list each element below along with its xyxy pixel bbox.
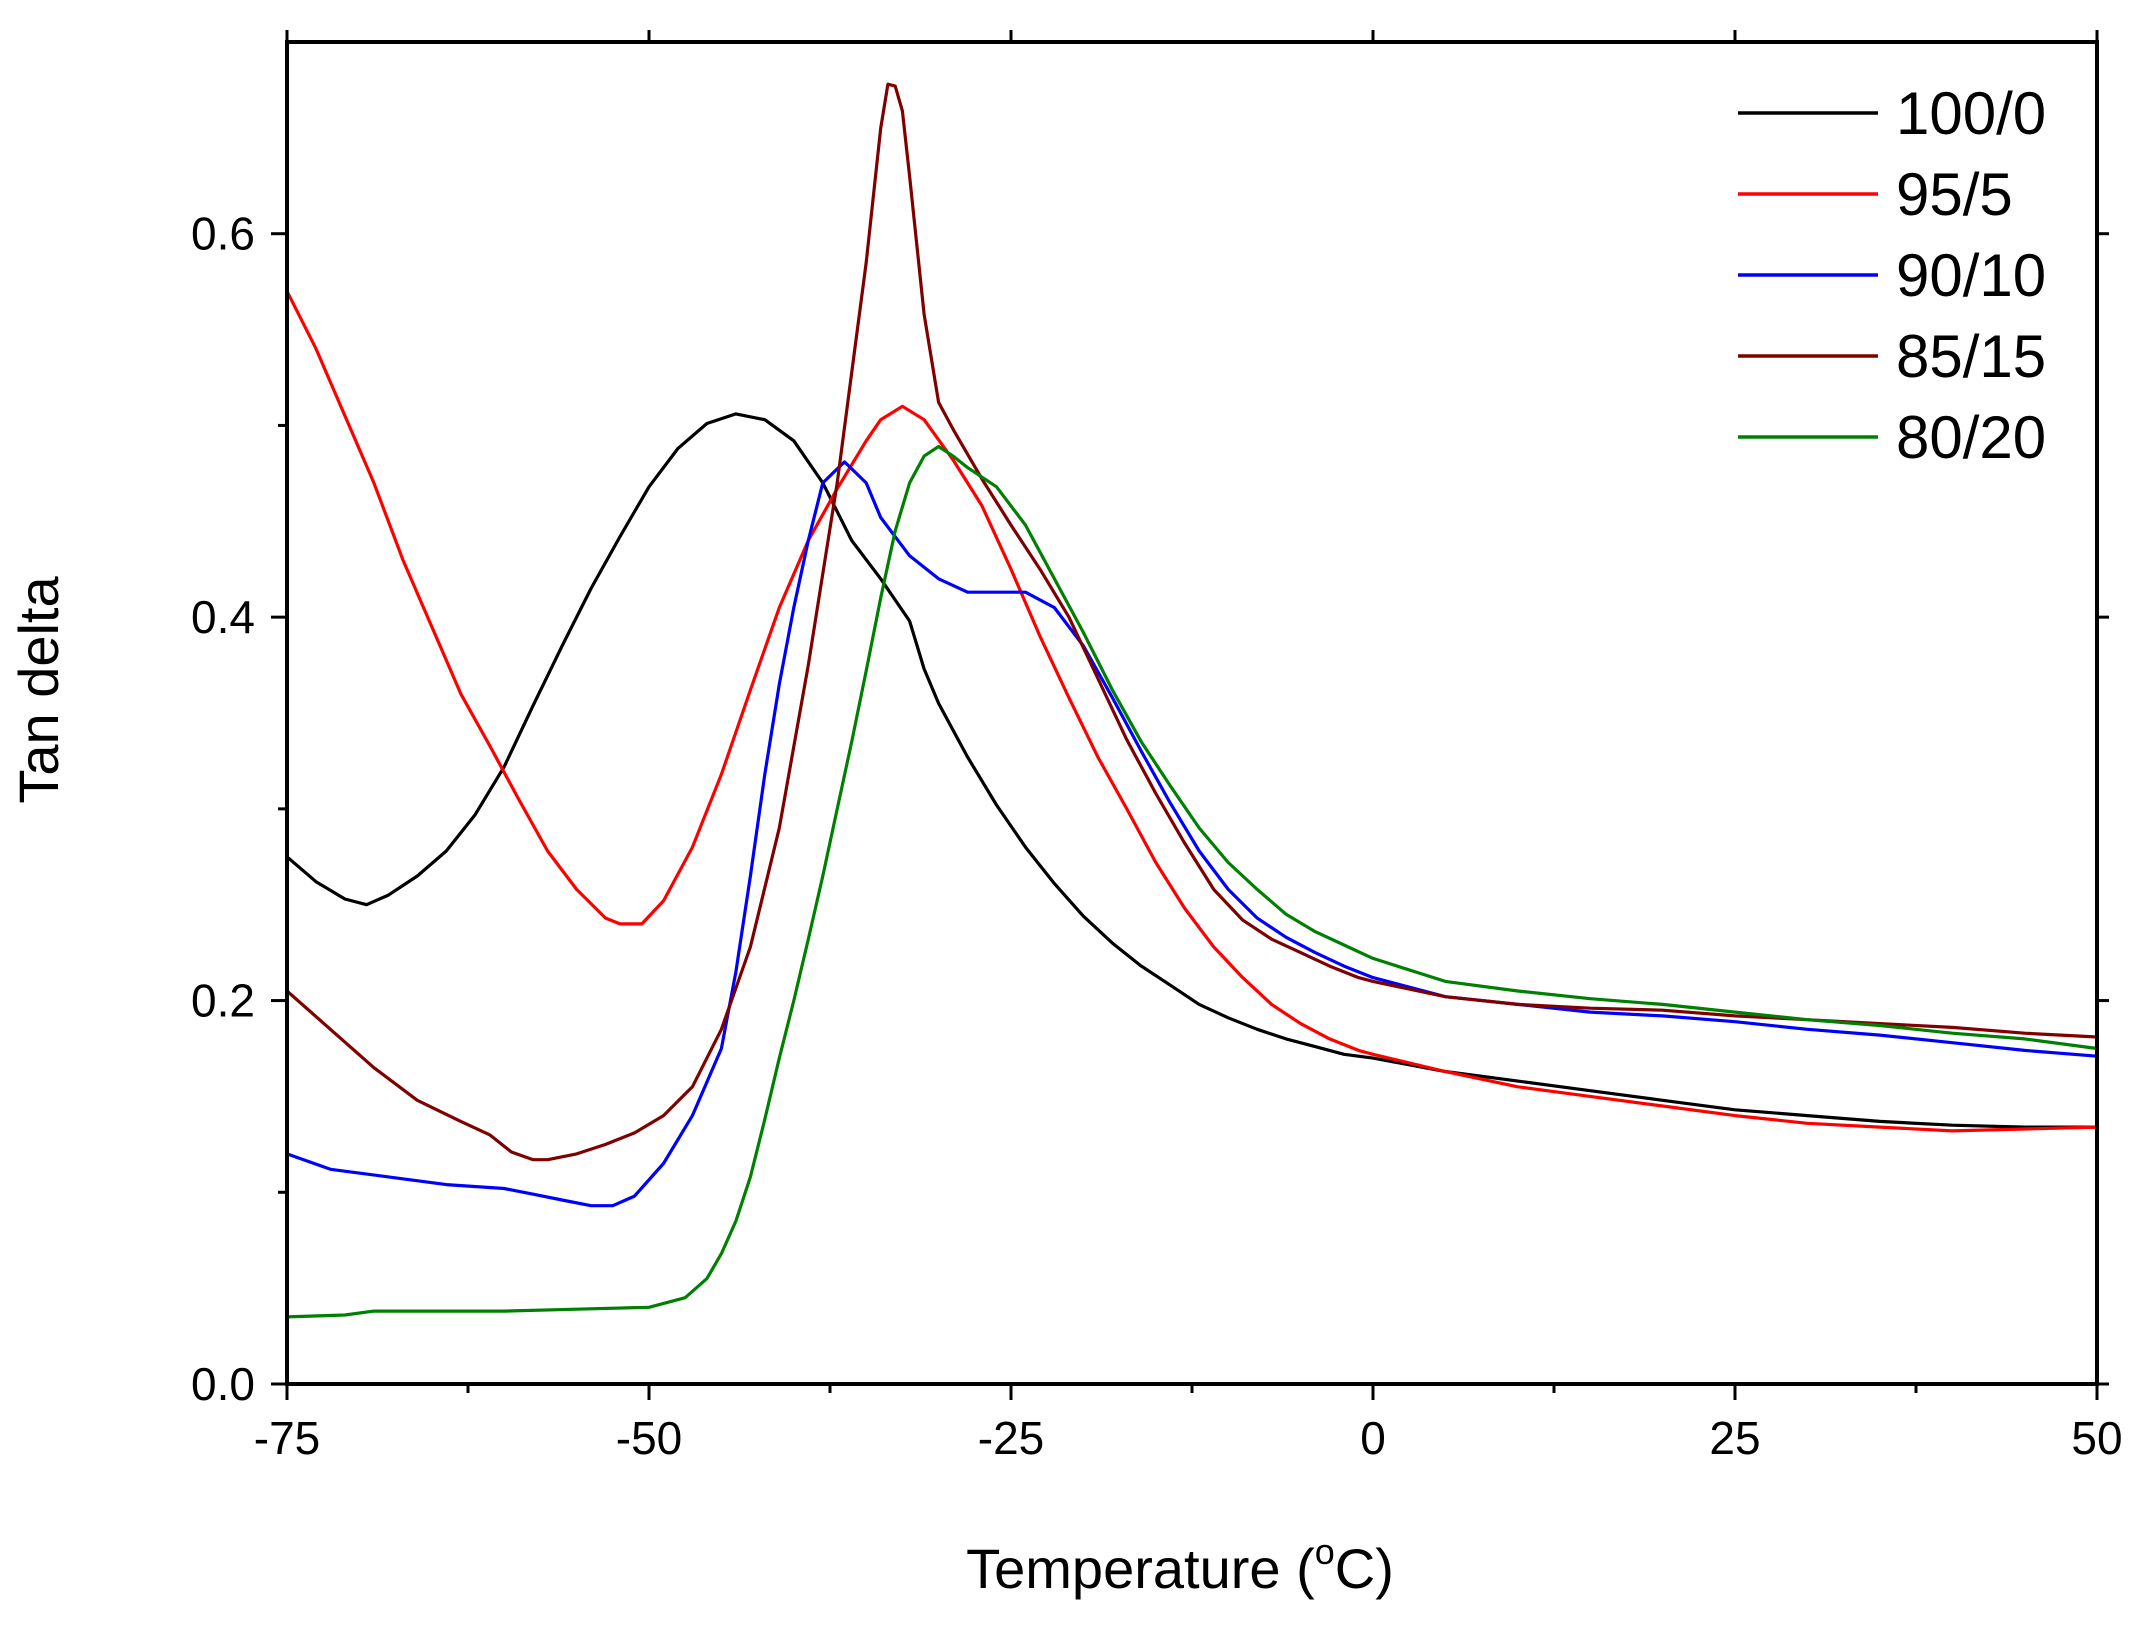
plot-frame [285,40,2099,1386]
legend: 100/0 95/5 90/10 85/15 80/20 [1738,80,2046,471]
series-line-80-20 [285,444,2099,1319]
x-axis-title: Temperature (oC) [966,1531,1394,1600]
y-tick-label: 0.2 [191,975,255,1027]
y-tick-label: 0.4 [191,591,255,643]
x-tick-label: -50 [616,1412,682,1464]
y-axis-title: Tan delta [7,576,70,804]
x-tick-label: -25 [978,1412,1044,1464]
series-line-100-0 [285,412,2099,1129]
series-line-90-10 [285,460,2099,1208]
x-tick-label: -75 [254,1412,320,1464]
x-axis-title-main: Temperature ( [966,1537,1315,1600]
plot-area [285,82,2099,1319]
x-tick-label: 0 [1360,1412,1386,1464]
x-tick-label: 25 [1709,1412,1760,1464]
series-line-85-15 [285,82,2099,1162]
legend-label-95-5: 95/5 [1896,161,2013,228]
ticks: -75 -50 -25 0 25 50 0.0 0.2 0.4 0.6 [191,30,2123,1464]
legend-label-100-0: 100/0 [1896,80,2046,147]
axes [285,40,2099,1386]
legend-label-90-10: 90/10 [1896,242,2046,309]
legend-label-80-20: 80/20 [1896,404,2046,471]
x-axis-title-unit: C) [1335,1537,1394,1600]
legend-label-85-15: 85/15 [1896,323,2046,390]
y-tick-label: 0.0 [191,1358,255,1410]
x-axis-title-degree: o [1315,1531,1335,1572]
series-line-95-5 [285,289,2099,1133]
x-tick-label: 50 [2071,1412,2122,1464]
y-tick-label: 0.6 [191,208,255,260]
